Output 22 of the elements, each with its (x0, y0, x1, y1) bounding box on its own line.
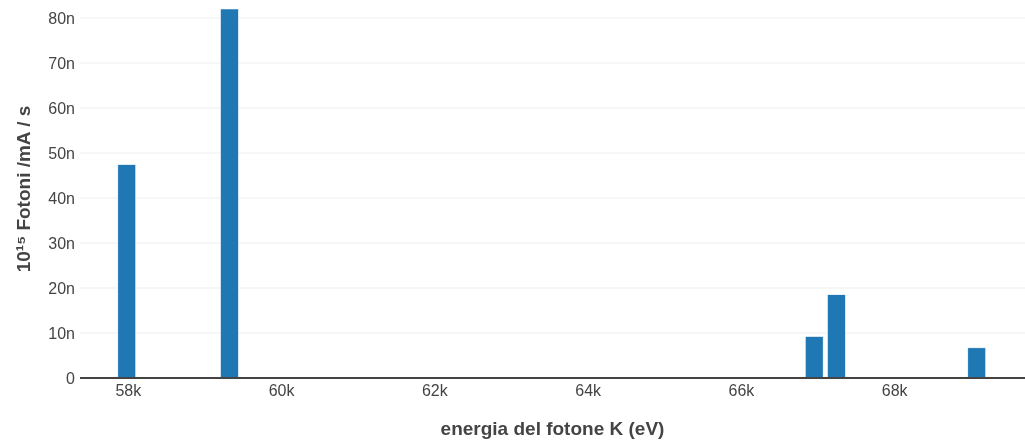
y-tick-label: 10n (48, 324, 75, 342)
y-tick-label: 70n (48, 54, 75, 72)
x-tick-label: 64k (575, 382, 603, 399)
y-tick-label: 40n (48, 189, 75, 207)
y-tick-label: 0 (66, 369, 76, 387)
bar (827, 294, 846, 379)
bar (220, 8, 239, 379)
bar (967, 347, 986, 379)
y-tick-label: 30n (48, 234, 75, 252)
x-tick-label: 62k (421, 382, 449, 399)
x-tick-label: 58k (115, 382, 143, 399)
x-axis-title: energia del fotone K (eV) (440, 418, 665, 439)
x-tick-label: 68k (881, 382, 909, 399)
y-tick-label: 20n (48, 279, 75, 297)
x-tick-label: 66k (728, 382, 756, 399)
bar (805, 336, 824, 379)
y-tick-label: 50n (48, 144, 75, 162)
x-tick-label: 60k (268, 382, 296, 399)
y-axis-title: 10¹⁵ Fotoni /mA / s (13, 105, 34, 273)
bar (117, 164, 136, 379)
y-tick-label: 80n (48, 9, 75, 27)
y-tick-label: 60n (48, 99, 75, 117)
